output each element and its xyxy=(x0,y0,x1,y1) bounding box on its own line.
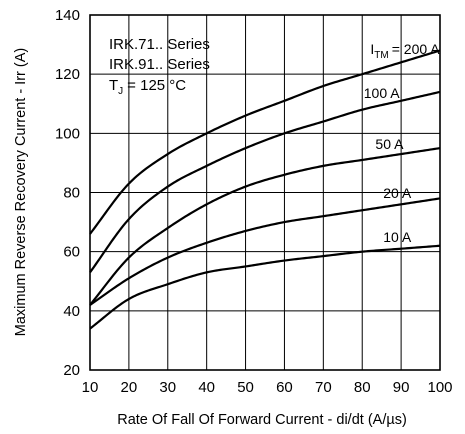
series-line xyxy=(89,197,441,306)
x-tick-label: 80 xyxy=(354,379,371,396)
x-tick-label: 50 xyxy=(237,379,254,396)
series-label: 100 A xyxy=(364,85,400,101)
y-tick-label: 80 xyxy=(63,185,80,202)
y-tick-label: 100 xyxy=(55,125,80,142)
y-tick-labels: 20 40 60 80 100 120 140 xyxy=(55,7,80,379)
grid-lines xyxy=(90,15,440,370)
y-tick-label: 40 xyxy=(63,303,80,320)
curve-labels: ITM = 200 A 100 A 50 A 20 A 10 A xyxy=(364,41,441,245)
junction-temp-subscript: J xyxy=(118,86,123,97)
y-tick-label: 60 xyxy=(63,244,80,261)
series-label-subscript: TM xyxy=(374,50,388,61)
plot-frame xyxy=(89,14,441,371)
x-tick-label: 30 xyxy=(159,379,176,396)
x-tick-label: 40 xyxy=(198,379,215,396)
x-tick-label: 70 xyxy=(315,379,332,396)
x-tick-label: 60 xyxy=(276,379,293,396)
y-axis-title: Maximum Reverse Recovery Current - Irr (… xyxy=(13,48,29,336)
y-tick-label: 120 xyxy=(55,66,80,83)
series-line xyxy=(89,90,441,274)
x-tick-label: 20 xyxy=(121,379,138,396)
x-tick-label: 10 xyxy=(82,379,99,396)
series-label: ITM = 200 A xyxy=(370,41,440,61)
x-tick-label: 100 xyxy=(427,379,452,396)
series-label: 10 A xyxy=(383,229,412,245)
series-line xyxy=(89,147,441,306)
junction-temp-value: = 125 °C xyxy=(127,77,186,94)
series-label-value: = 200 A xyxy=(392,41,441,57)
junction-temp-note: TJ = 125 °C xyxy=(109,77,186,97)
series-label: 50 A xyxy=(375,136,404,152)
series-note-line-2: IRK.91.. Series xyxy=(109,56,210,73)
series-label: 20 A xyxy=(383,185,412,201)
x-tick-label: 90 xyxy=(393,379,410,396)
series-line xyxy=(89,244,441,330)
series-line xyxy=(89,49,441,235)
series-note-line-1: IRK.71.. Series xyxy=(109,36,210,53)
junction-temp-symbol: T xyxy=(109,77,118,94)
y-tick-label: 20 xyxy=(63,362,80,379)
x-tick-labels: 10 20 30 40 50 60 70 80 90 100 xyxy=(82,379,453,396)
x-axis-title: Rate Of Fall Of Forward Current - di/dt … xyxy=(117,412,407,428)
series-label-prefix: I xyxy=(370,41,374,57)
curves xyxy=(89,49,441,330)
y-tick-label: 140 xyxy=(55,7,80,24)
